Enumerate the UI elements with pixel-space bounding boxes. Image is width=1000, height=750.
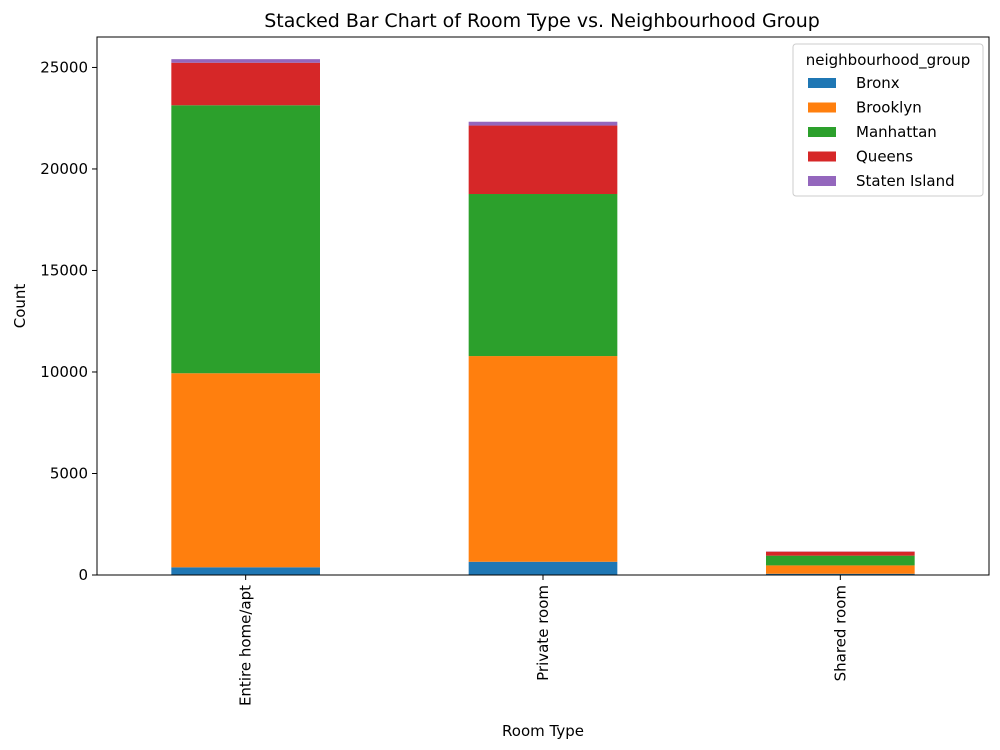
bar-shared-room-brooklyn [766, 565, 915, 574]
bar-entire-home-apt-staten-island [171, 59, 320, 63]
y-tick-label: 25000 [40, 58, 88, 76]
bar-shared-room-queens [766, 551, 915, 556]
legend-swatch-staten-island [808, 176, 836, 186]
y-ticks: 0 5000 10000 15000 20000 25000 [40, 58, 97, 584]
legend: neighbourhood_group Bronx Brooklyn Manhatt… [792, 43, 984, 197]
bar-private-room-staten-island [468, 121, 618, 126]
legend-box [792, 43, 984, 197]
x-tick-label: Entire home/apt [237, 585, 255, 706]
legend-swatch-manhattan [808, 127, 836, 137]
bar-entire-home-apt-queens [171, 62, 320, 106]
legend-label-manhattan: Manhattan [856, 123, 937, 141]
x-tick-label: Shared room [831, 585, 849, 681]
bar-entire-home-apt-brooklyn [171, 373, 320, 568]
bars-layer [171, 59, 915, 575]
x-tick-label: Private room [534, 585, 552, 681]
legend-title: neighbourhood_group [806, 51, 971, 70]
bar-entire-home-apt-bronx [171, 567, 320, 575]
y-axis-label: Count [11, 284, 29, 329]
bar-private-room-manhattan [468, 194, 618, 357]
bar-shared-room-bronx [766, 573, 915, 575]
y-tick-label: 5000 [50, 464, 88, 482]
y-tick-label: 10000 [40, 363, 88, 381]
chart-title: Stacked Bar Chart of Room Type vs. Neigh… [264, 10, 820, 32]
y-tick-label: 0 [78, 566, 88, 584]
y-tick-label: 15000 [40, 261, 88, 279]
legend-swatch-bronx [808, 78, 836, 88]
bar-entire-home-apt-manhattan [171, 105, 320, 374]
bar-private-room-queens [468, 125, 618, 195]
bar-private-room-brooklyn [468, 356, 618, 562]
legend-label-staten-island: Staten Island [856, 172, 955, 190]
legend-label-brooklyn: Brooklyn [856, 99, 922, 117]
legend-swatch-brooklyn [808, 102, 836, 113]
plot-frame [96, 36, 990, 576]
legend-label-queens: Queens [856, 148, 913, 166]
legend-swatch-queens [808, 151, 836, 162]
legend-items: Bronx Brooklyn Manhattan Queens Staten Islan… [808, 74, 955, 190]
x-ticks: Entire home/apt Private room Shared room [237, 575, 849, 706]
bar-shared-room-manhattan [766, 555, 915, 566]
legend-label-bronx: Bronx [856, 74, 900, 92]
x-axis-label: Room Type [502, 722, 584, 740]
bar-private-room-bronx [468, 561, 618, 575]
y-tick-label: 20000 [40, 160, 88, 178]
